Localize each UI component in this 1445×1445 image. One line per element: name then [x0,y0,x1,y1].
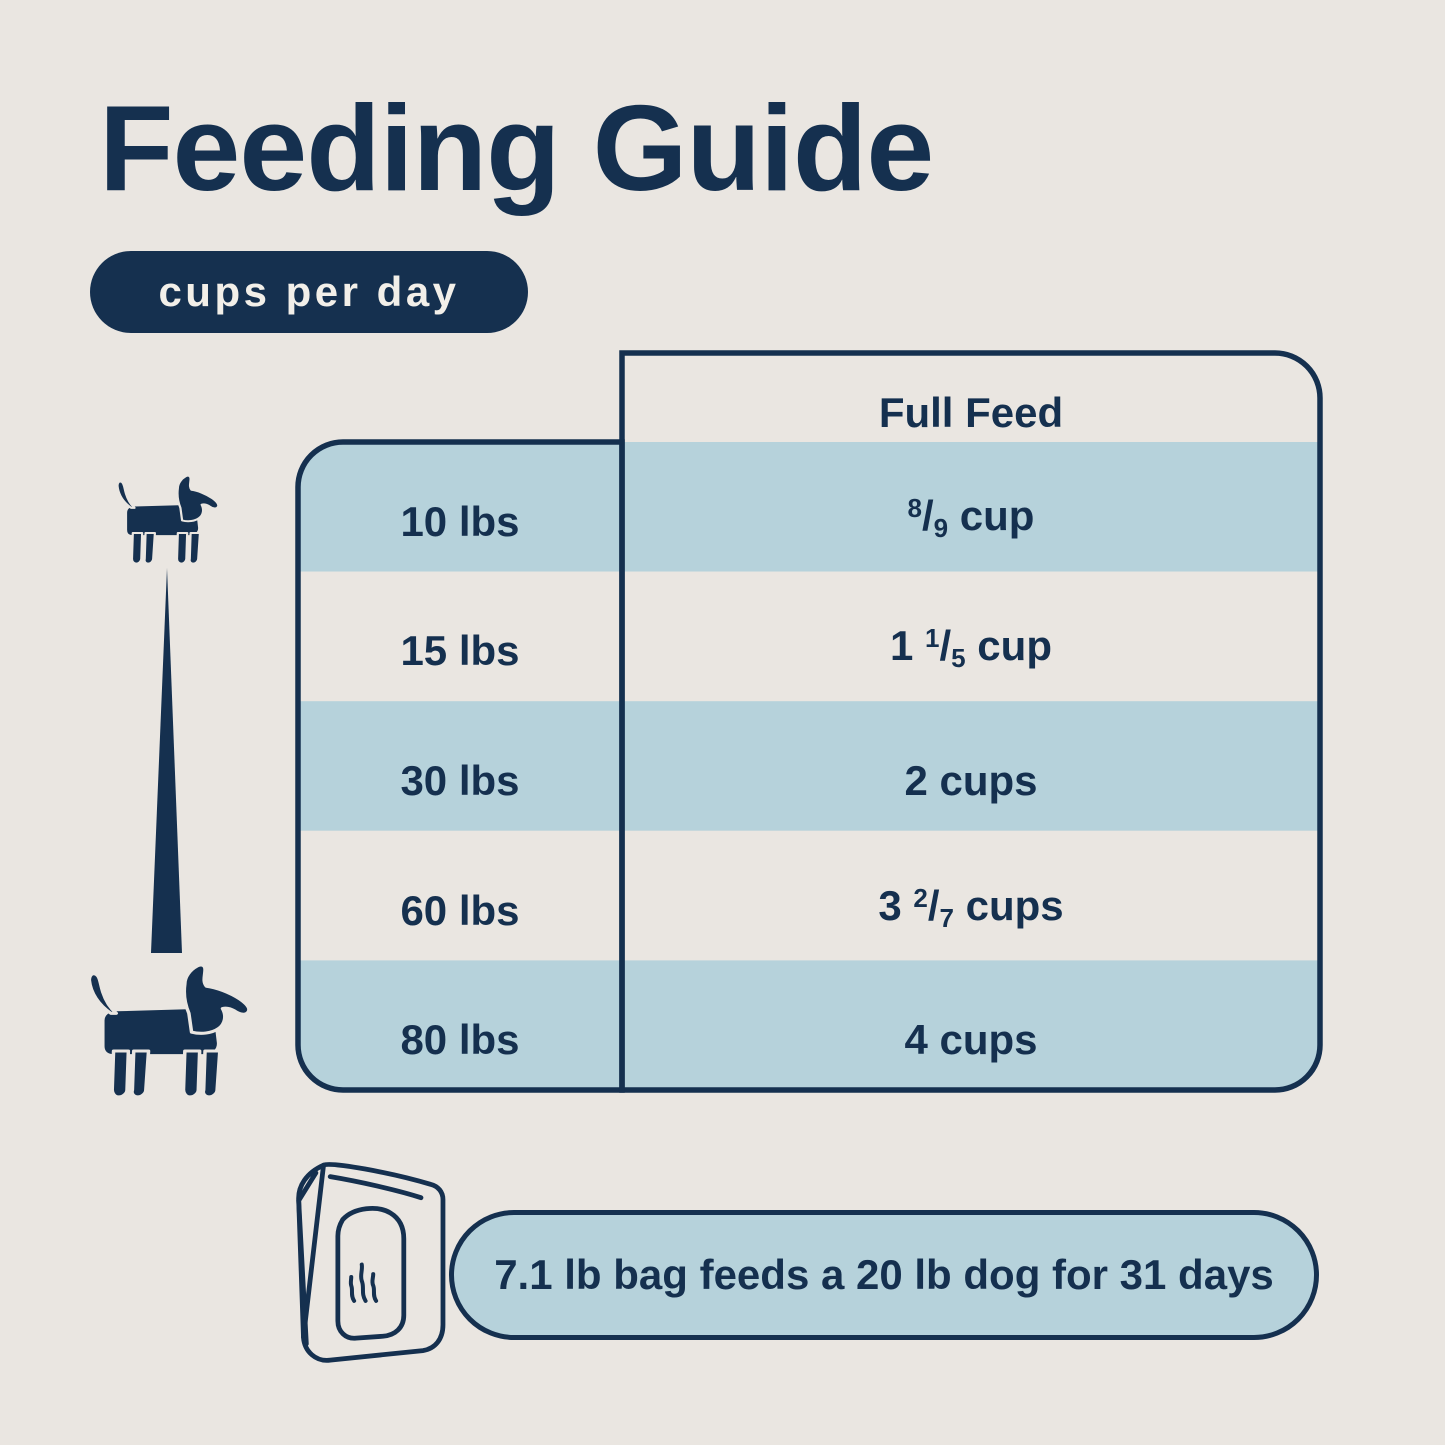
svg-text:80 lbs: 80 lbs [400,1016,519,1063]
svg-text:Full Feed: Full Feed [879,389,1063,436]
svg-text:4 cups: 4 cups [904,1016,1037,1063]
svg-text:60 lbs: 60 lbs [400,887,519,934]
svg-text:15 lbs: 15 lbs [400,627,519,674]
svg-text:2 cups: 2 cups [904,757,1037,804]
svg-text:30 lbs: 30 lbs [400,757,519,804]
svg-text:10 lbs: 10 lbs [400,498,519,545]
